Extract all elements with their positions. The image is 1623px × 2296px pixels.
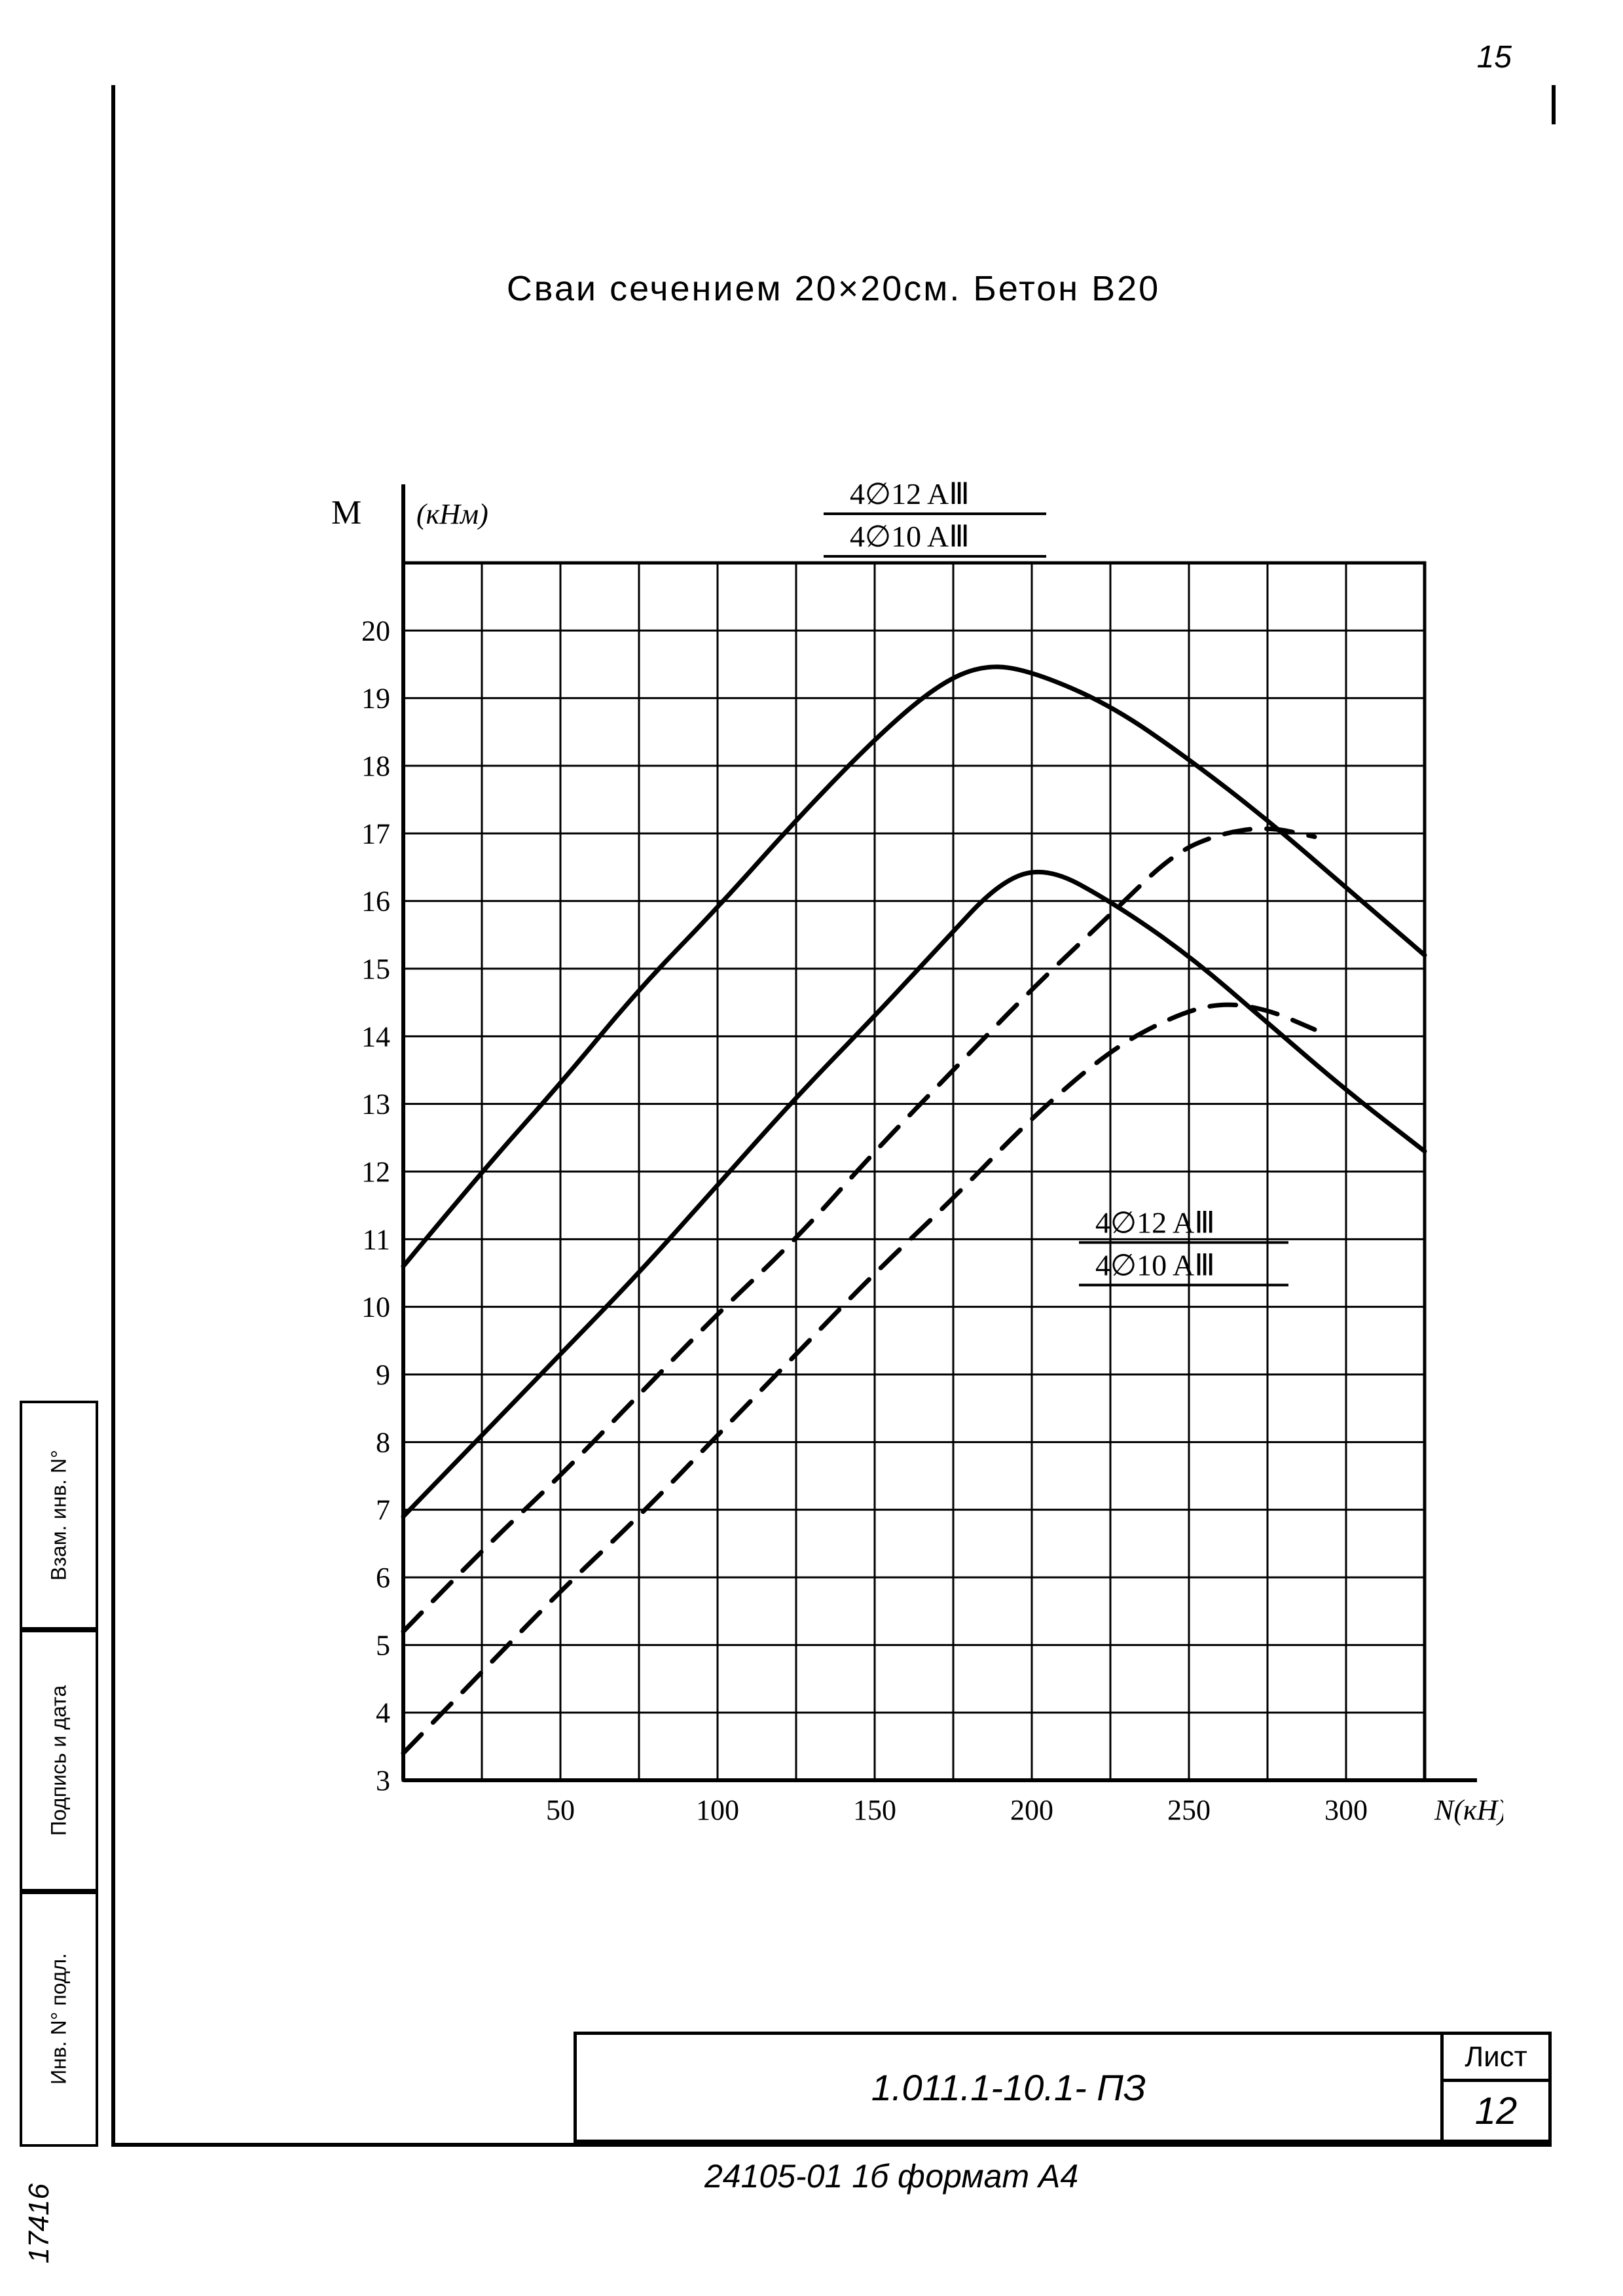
document-code: 1.011.1-10.1- ПЗ [577, 2035, 1444, 2140]
svg-text:M: M [331, 494, 361, 531]
svg-text:4∅12 AⅢ: 4∅12 AⅢ [1095, 1206, 1215, 1239]
bottom-line: 24105-01 1б формат А4 [704, 2157, 1078, 2195]
side-box-inv: Инв. N° подл. [20, 1892, 98, 2147]
svg-text:10: 10 [361, 1291, 390, 1323]
svg-text:100: 100 [696, 1794, 739, 1826]
svg-text:16: 16 [361, 886, 390, 918]
svg-text:15: 15 [361, 953, 390, 985]
svg-text:6: 6 [376, 1562, 390, 1594]
chart-title: Сваи сечением 20×20см. Бетон В20 [115, 268, 1552, 309]
svg-text:250: 250 [1167, 1794, 1211, 1826]
svg-text:(кНм): (кНм) [416, 498, 488, 530]
inventory-number: 17416 [23, 2183, 56, 2263]
svg-text:4∅10 AⅢ: 4∅10 AⅢ [1095, 1248, 1215, 1282]
svg-text:8: 8 [376, 1426, 390, 1458]
svg-text:4∅10 AⅢ: 4∅10 AⅢ [850, 520, 970, 553]
svg-text:200: 200 [1010, 1794, 1053, 1826]
svg-text:300: 300 [1324, 1794, 1368, 1826]
svg-text:4: 4 [376, 1697, 390, 1729]
page-number-top: 15 [1477, 39, 1512, 75]
side-label-column: Взам. инв. N° Подпись и дата Инв. N° под… [20, 1401, 98, 2121]
sheet-label: Лист [1444, 2035, 1548, 2082]
svg-text:5: 5 [376, 1629, 390, 1661]
svg-text:13: 13 [361, 1088, 390, 1121]
chart-container: 3 4 5 6 7 8 9 10 11 12 13 14 15 16 17 18 19 20 50 100 150 200… [312, 445, 1503, 1885]
svg-text:18: 18 [361, 750, 390, 782]
svg-text:17: 17 [361, 817, 390, 850]
sheet-box: Лист 12 [1444, 2035, 1548, 2140]
drawing-frame: Сваи сечением 20×20см. Бетон В20 3 4 5 6 7 8 9… [111, 85, 1552, 2147]
svg-text:4∅12 AⅢ: 4∅12 AⅢ [850, 477, 970, 511]
svg-text:14: 14 [361, 1020, 390, 1052]
svg-text:19: 19 [361, 683, 390, 715]
svg-text:N(кН): N(кН) [1434, 1794, 1503, 1826]
svg-text:11: 11 [363, 1223, 390, 1255]
svg-text:20: 20 [361, 615, 390, 647]
svg-text:7: 7 [376, 1494, 390, 1526]
svg-text:9: 9 [376, 1359, 390, 1391]
svg-text:150: 150 [853, 1794, 896, 1826]
sheet-number: 12 [1444, 2082, 1548, 2140]
chart-svg: 3 4 5 6 7 8 9 10 11 12 13 14 15 16 17 18 19 20 50 100 150 200… [312, 445, 1503, 1885]
side-box-vzam: Взам. инв. N° [20, 1401, 98, 1630]
svg-text:50: 50 [546, 1794, 575, 1826]
side-box-sign: Подпись и дата [20, 1630, 98, 1892]
svg-text:3: 3 [376, 1765, 390, 1797]
title-block: 1.011.1-10.1- ПЗ Лист 12 [574, 2032, 1552, 2143]
svg-text:12: 12 [361, 1156, 390, 1188]
